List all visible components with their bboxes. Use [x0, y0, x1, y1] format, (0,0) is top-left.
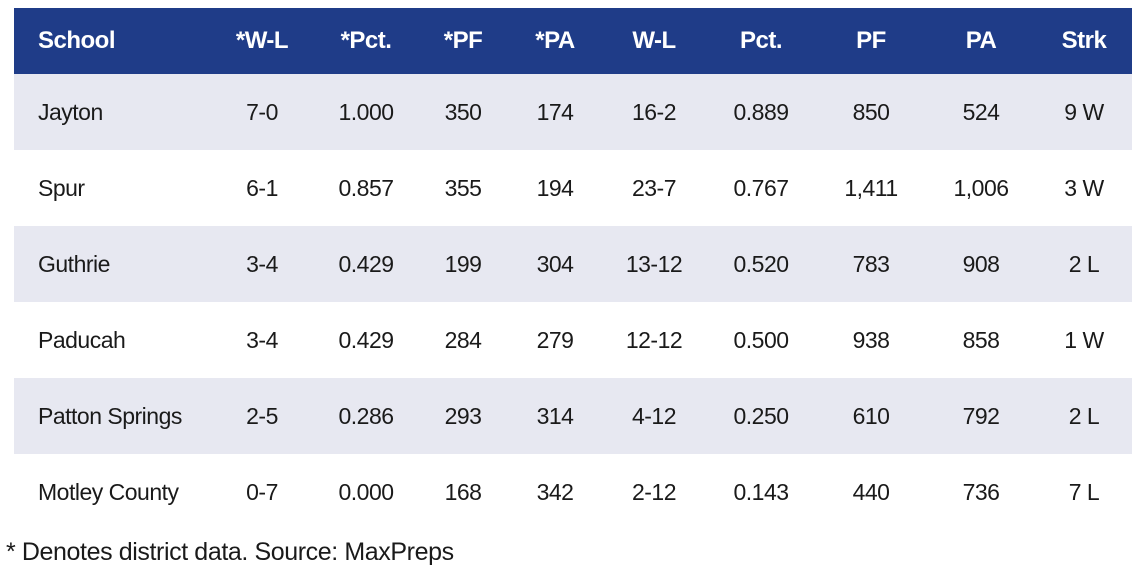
cell-district-wl: 7-0 — [246, 98, 278, 125]
cell-district-pct: 0.000 — [338, 478, 394, 505]
standings-table: School *W-L *Pct. *PF *PA W-L Pct. PF PA… — [14, 8, 1132, 530]
header-school: School — [38, 27, 116, 54]
cell-streak: 2 L — [1068, 402, 1100, 429]
cell-wl: 16-2 — [631, 98, 677, 125]
cell-pct: 0.520 — [733, 250, 789, 277]
table-row: Motley County 0-7 0.000 168 342 2-12 0.1… — [14, 454, 1132, 530]
cell-district-pa: 174 — [536, 98, 574, 125]
header-district-pf: *PF — [443, 27, 483, 54]
cell-pa: 736 — [962, 478, 1000, 505]
table-row: Paducah 3-4 0.429 284 279 12-12 0.500 93… — [14, 302, 1132, 378]
header-pct: Pct. — [739, 27, 783, 54]
cell-district-pa: 194 — [536, 174, 574, 201]
cell-pa: 1,006 — [953, 174, 1009, 201]
cell-pf: 783 — [852, 250, 890, 277]
header-district-pct: *Pct. — [340, 27, 392, 54]
cell-district-wl: 3-4 — [246, 326, 278, 353]
cell-wl: 2-12 — [631, 478, 677, 505]
cell-pct: 0.500 — [733, 326, 789, 353]
cell-school: Spur — [38, 174, 85, 201]
cell-district-pct: 0.429 — [338, 326, 394, 353]
table-header-row: School *W-L *Pct. *PF *PA W-L Pct. PF PA… — [14, 8, 1132, 74]
cell-school: Paducah — [38, 326, 126, 353]
cell-district-pf: 355 — [444, 174, 482, 201]
cell-district-pct: 0.857 — [338, 174, 394, 201]
cell-pf: 440 — [852, 478, 890, 505]
header-district-pa: *PA — [535, 27, 575, 54]
header-streak: Strk — [1061, 27, 1107, 54]
cell-district-pct: 1.000 — [338, 98, 394, 125]
cell-school: Jayton — [38, 98, 103, 125]
cell-district-pa: 304 — [536, 250, 574, 277]
cell-district-pf: 284 — [444, 326, 482, 353]
cell-district-wl: 3-4 — [246, 250, 278, 277]
table-row: Spur 6-1 0.857 355 194 23-7 0.767 1,411 … — [14, 150, 1132, 226]
standings-table-container: School *W-L *Pct. *PF *PA W-L Pct. PF PA… — [14, 8, 1132, 530]
table-row: Patton Springs 2-5 0.286 293 314 4-12 0.… — [14, 378, 1132, 454]
cell-school: Motley County — [38, 478, 179, 505]
header-pa: PA — [965, 27, 997, 54]
cell-wl: 23-7 — [631, 174, 677, 201]
cell-district-pct: 0.429 — [338, 250, 394, 277]
cell-district-pf: 293 — [444, 402, 482, 429]
cell-streak: 9 W — [1064, 98, 1104, 125]
cell-school: Patton Springs — [38, 402, 182, 429]
cell-pa: 908 — [962, 250, 1000, 277]
cell-wl: 4-12 — [631, 402, 677, 429]
cell-pa: 524 — [962, 98, 1000, 125]
cell-pct: 0.889 — [733, 98, 789, 125]
cell-pf: 938 — [852, 326, 890, 353]
table-row: Jayton 7-0 1.000 350 174 16-2 0.889 850 … — [14, 74, 1132, 150]
cell-district-pf: 168 — [444, 478, 482, 505]
cell-pa: 792 — [962, 402, 1000, 429]
cell-district-pf: 350 — [444, 98, 482, 125]
cell-wl: 12-12 — [625, 326, 683, 353]
cell-streak: 7 L — [1068, 478, 1100, 505]
table-row: Guthrie 3-4 0.429 199 304 13-12 0.520 78… — [14, 226, 1132, 302]
cell-district-pa: 314 — [536, 402, 574, 429]
cell-streak: 2 L — [1068, 250, 1100, 277]
cell-district-wl: 0-7 — [246, 478, 278, 505]
cell-pf: 610 — [852, 402, 890, 429]
cell-pf: 850 — [852, 98, 890, 125]
header-wl: W-L — [632, 27, 676, 54]
cell-pct: 0.143 — [733, 478, 789, 505]
cell-district-pa: 279 — [536, 326, 574, 353]
header-district-wl: *W-L — [235, 27, 289, 54]
cell-streak: 1 W — [1064, 326, 1104, 353]
header-pf: PF — [856, 27, 886, 54]
cell-streak: 3 W — [1064, 174, 1104, 201]
cell-school: Guthrie — [38, 250, 110, 277]
cell-district-wl: 2-5 — [246, 402, 278, 429]
cell-district-pa: 342 — [536, 478, 574, 505]
cell-pct: 0.250 — [733, 402, 789, 429]
cell-pct: 0.767 — [733, 174, 789, 201]
cell-wl: 13-12 — [625, 250, 683, 277]
cell-pa: 858 — [962, 326, 1000, 353]
source-footnote: * Denotes district data. Source: MaxPrep… — [6, 538, 454, 566]
cell-district-wl: 6-1 — [246, 174, 278, 201]
cell-district-pf: 199 — [444, 250, 482, 277]
cell-pf: 1,411 — [844, 174, 898, 201]
cell-district-pct: 0.286 — [338, 402, 394, 429]
